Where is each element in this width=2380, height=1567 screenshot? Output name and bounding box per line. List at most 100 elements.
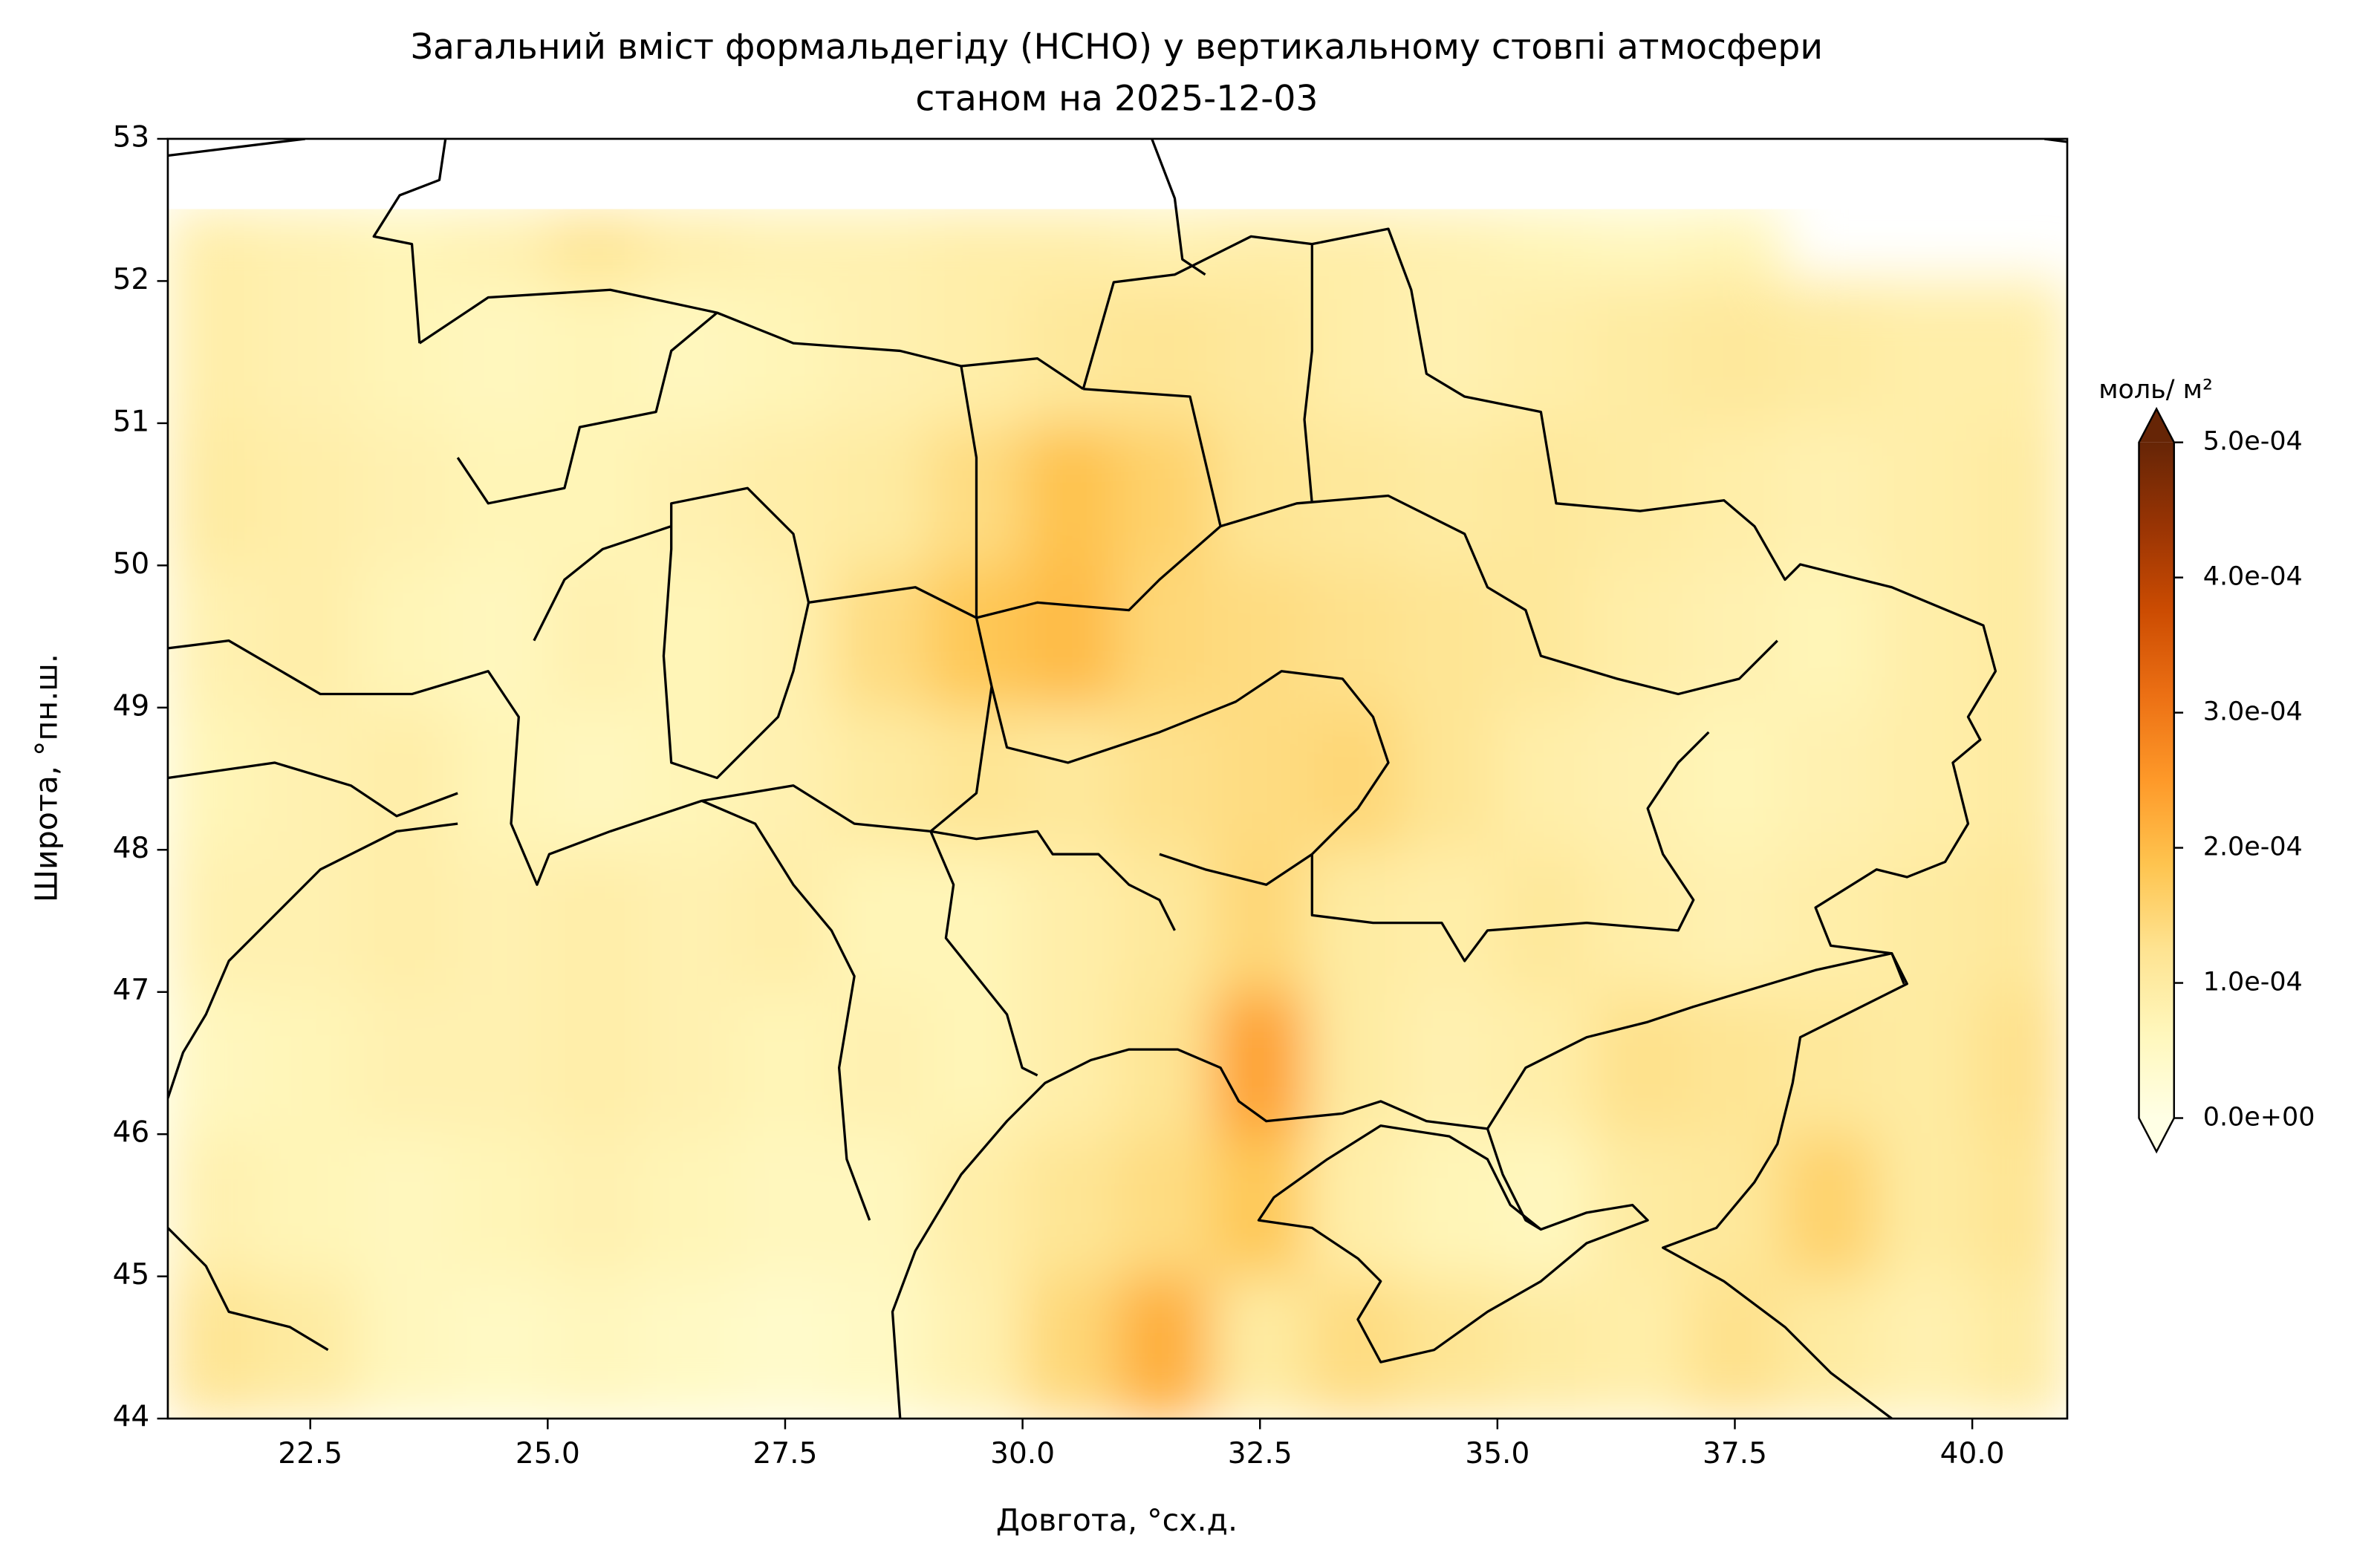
field-cell <box>452 564 549 708</box>
field-cell <box>831 564 929 708</box>
field-cell <box>642 1275 739 1419</box>
field-cell <box>1116 422 1214 567</box>
field-cell <box>1496 849 1593 993</box>
border-line <box>167 138 2067 157</box>
field-cell <box>357 422 454 567</box>
field-cell <box>1021 422 1119 567</box>
field-cell <box>737 1275 833 1419</box>
coastline <box>1257 1124 1649 1364</box>
field-cell <box>452 1275 549 1419</box>
field-cell <box>831 422 929 567</box>
field-cell <box>547 422 644 567</box>
field-cell <box>167 991 264 1136</box>
field-cell <box>1876 991 1974 1136</box>
field-cell <box>642 706 739 851</box>
field-cell <box>1496 564 1593 708</box>
field-cell <box>1307 564 1404 708</box>
colorbar-extend-max <box>2139 408 2174 443</box>
field-cell <box>357 564 454 708</box>
coastline <box>891 952 1908 1419</box>
y-tick-label: 49 <box>113 689 150 723</box>
field-cell <box>357 849 454 993</box>
field-cell <box>261 1133 359 1277</box>
y-tick-label: 44 <box>113 1401 150 1434</box>
x-tick-label: 40.0 <box>1940 1437 2005 1470</box>
field-cell <box>452 706 549 851</box>
field-cell <box>737 209 833 282</box>
field-cell <box>1401 991 1498 1136</box>
field-cell <box>737 422 833 567</box>
field-cells <box>167 209 2067 1419</box>
field-cell <box>737 280 833 424</box>
field-cell <box>1781 1133 1879 1277</box>
field-cell <box>1496 706 1593 851</box>
field-cell <box>1496 991 1593 1136</box>
field-cell <box>1116 280 1214 424</box>
field-cell <box>357 209 454 282</box>
field-cell <box>357 706 454 851</box>
field-cell <box>1021 564 1119 708</box>
field-cell <box>1401 422 1498 567</box>
field-cell <box>642 1133 739 1277</box>
field-cell <box>1307 209 1404 282</box>
field-cell <box>261 991 359 1136</box>
field-cell <box>1686 991 1784 1136</box>
field-cell <box>1212 849 1309 993</box>
field-cell <box>1971 991 2067 1136</box>
field-cell <box>1307 1133 1404 1277</box>
field-cell <box>1021 706 1119 851</box>
field-cell <box>1212 1133 1309 1277</box>
field-cell <box>1496 422 1593 567</box>
field-cell <box>1971 849 2067 993</box>
field-cell <box>831 991 929 1136</box>
field-cell <box>1496 1275 1593 1419</box>
field-cell <box>1496 209 1593 282</box>
field-cell <box>1212 1275 1309 1419</box>
field-cell <box>167 1133 264 1277</box>
field-cell <box>1591 564 1688 708</box>
field-cell <box>1021 849 1119 993</box>
colorbar-tick-label: 4.0e-04 <box>2203 562 2303 592</box>
field-cell <box>1496 1133 1593 1277</box>
y-tick-label: 53 <box>113 120 150 154</box>
field-cell <box>452 849 549 993</box>
field-cell <box>167 564 264 708</box>
field-cell <box>167 706 264 851</box>
field-cell <box>261 209 359 282</box>
field-cell <box>926 280 1024 424</box>
field-cell <box>926 706 1024 851</box>
field-cell <box>1591 1275 1688 1419</box>
field-cell <box>1876 280 1974 424</box>
chart-subtitle: станом на 2025-12-03 <box>915 79 1318 120</box>
field-cell <box>642 209 739 282</box>
field-cell <box>167 209 264 282</box>
field-cell <box>1781 849 1879 993</box>
field-cell <box>1212 991 1309 1136</box>
field-cell <box>1116 564 1214 708</box>
field-cell <box>926 209 1024 282</box>
field-cell <box>1686 706 1784 851</box>
x-tick-label: 35.0 <box>1465 1437 1529 1470</box>
y-axis-label: Широта, °пн.ш. <box>29 654 65 902</box>
field-cell <box>1021 1275 1119 1419</box>
field-cell <box>261 422 359 567</box>
field-cell <box>831 280 929 424</box>
borders <box>167 138 2067 1419</box>
field-cell <box>1876 422 1974 567</box>
field-cell <box>831 1275 929 1419</box>
field-cell <box>1591 422 1688 567</box>
x-tick-label: 22.5 <box>278 1437 342 1470</box>
field-cell <box>642 564 739 708</box>
field-cell <box>1116 1275 1214 1419</box>
field-cell <box>357 1275 454 1419</box>
border-line <box>372 138 1997 985</box>
field-cell <box>1591 849 1688 993</box>
field-cell <box>1591 991 1688 1136</box>
field-cell <box>1212 209 1309 282</box>
field-cell <box>167 849 264 993</box>
y-tick-label: 52 <box>113 263 150 296</box>
y-tick-label: 47 <box>113 974 150 1007</box>
field-cell <box>1686 849 1784 993</box>
field <box>167 209 2067 1419</box>
field-cell <box>547 1133 644 1277</box>
